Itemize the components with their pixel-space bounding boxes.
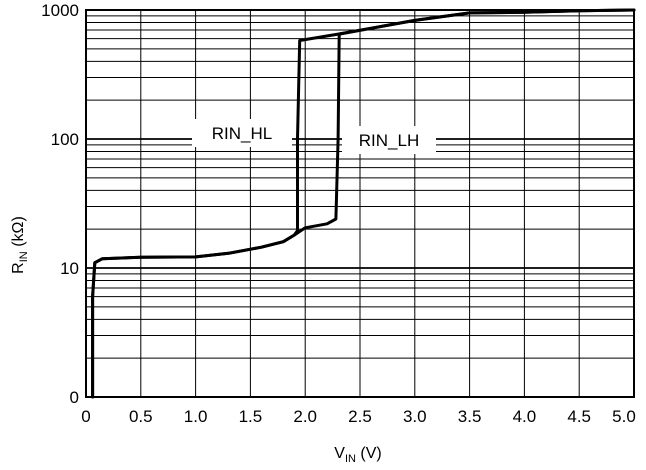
y-tick-label: 100 [51,130,79,149]
label-rin-hl: RIN_HL [212,124,272,143]
y-tick-label: 10 [60,259,79,278]
y-tick-labels: 0 10 100 1000 [41,1,79,407]
x-tick-label: 3.0 [403,407,427,426]
label-background [342,126,436,154]
x-tick-label: 0.5 [129,407,153,426]
label-rin-lh: RIN_LH [359,131,419,150]
annotation-labels: RIN_HL RIN_LH [192,119,436,154]
x-tick-label: 1.0 [184,407,208,426]
y-axis-label: RIN (kΩ) [10,216,30,274]
plot-frame [85,9,635,398]
x-tick-label: 4.0 [513,407,537,426]
grid [86,9,634,398]
y-tick-label: 1000 [41,1,79,20]
x-tick-label: 5.0 [612,407,636,426]
x-axis-label: VIN (V) [334,445,381,465]
x-tick-label: 2.0 [293,407,317,426]
x-tick-label: 0 [81,407,90,426]
label-background [192,119,292,147]
x-tick-labels: 0 0.5 1.0 1.5 2.0 2.5 3.0 3.5 4.0 4.5 5.0 [81,407,636,426]
x-tick-label: 1.5 [239,407,263,426]
x-tick-label: 4.5 [567,407,591,426]
x-tick-label: 3.5 [458,407,482,426]
x-tick-label: 2.5 [348,407,372,426]
series-line-rin-hl [91,8,636,399]
series-line-rin-lh [91,8,636,399]
y-tick-label: 0 [70,388,79,407]
data-lines [91,8,636,399]
